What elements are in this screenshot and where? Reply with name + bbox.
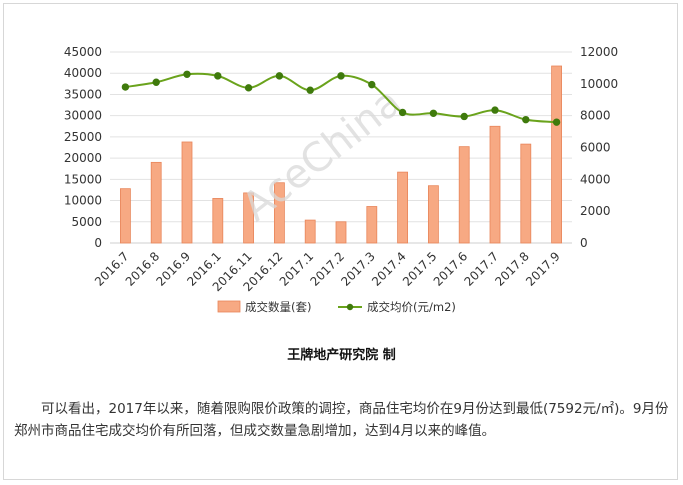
y-right-tick-label: 12000: [580, 45, 618, 59]
bar: [397, 171, 409, 244]
y-left-tick-label: 15000: [64, 172, 102, 186]
y-left-tick-label: 40000: [64, 66, 102, 80]
bar: [520, 143, 532, 244]
analysis-paragraph: 可以看出，2017年以来，随着限购限价政策的调控，商品住宅均价在9月份达到最低(…: [14, 401, 669, 439]
line-point: [429, 109, 438, 117]
x-tick-label: 2017.9: [523, 249, 563, 289]
y-left-tick-label: 45000: [64, 45, 102, 59]
y-left-tick-label: 30000: [64, 109, 102, 123]
line-point: [491, 106, 499, 114]
line-point: [552, 118, 561, 126]
bar: [212, 198, 224, 244]
chart: 0500010000150002000025000300003500040000…: [64, 45, 618, 314]
bar: [458, 146, 470, 244]
bar: [120, 188, 131, 244]
line-point: [368, 80, 376, 89]
y-left-tick-label: 25000: [64, 130, 102, 144]
y-right-tick-label: 0: [580, 236, 588, 250]
y-right-tick-label: 8000: [580, 109, 611, 123]
line-point: [152, 78, 160, 86]
bar: [273, 182, 285, 244]
y-right-tick-label: 10000: [580, 77, 618, 91]
line-point: [214, 72, 222, 80]
legend-label-line: 成交均价(元/m2): [367, 300, 456, 314]
bar: [150, 161, 162, 244]
y-right-tick-label: 6000: [580, 141, 611, 155]
bar: [335, 221, 347, 244]
y-left-tick-label: 5000: [71, 215, 102, 229]
legend-marker-line: [346, 303, 354, 311]
bar: [551, 65, 562, 244]
line-point: [337, 72, 345, 80]
legend-label-bars: 成交数量(套): [245, 300, 311, 314]
bar: [243, 192, 255, 244]
legend-swatch-bars: [217, 300, 241, 313]
chart-caption: 王牌地产研究院 制: [287, 348, 396, 363]
watermark-text: AceChina: [234, 79, 410, 231]
y-right-tick-label: 4000: [580, 172, 611, 186]
line-point: [244, 84, 253, 92]
y-left-tick-label: 0: [94, 236, 102, 250]
bar: [181, 141, 193, 244]
line-point: [183, 70, 191, 78]
bar: [366, 206, 378, 244]
line-point: [306, 86, 314, 94]
line-point: [398, 108, 407, 117]
line-point: [522, 115, 530, 124]
y-left-tick-label: 20000: [64, 151, 102, 165]
bar: [489, 125, 501, 244]
bar: [304, 219, 316, 244]
line-point: [121, 83, 130, 91]
y-right-tick-label: 2000: [580, 204, 611, 218]
y-left-tick-label: 10000: [64, 194, 102, 208]
line-point: [275, 72, 284, 80]
bar: [427, 185, 439, 244]
y-left-tick-label: 35000: [64, 87, 102, 101]
line-point: [460, 112, 468, 121]
